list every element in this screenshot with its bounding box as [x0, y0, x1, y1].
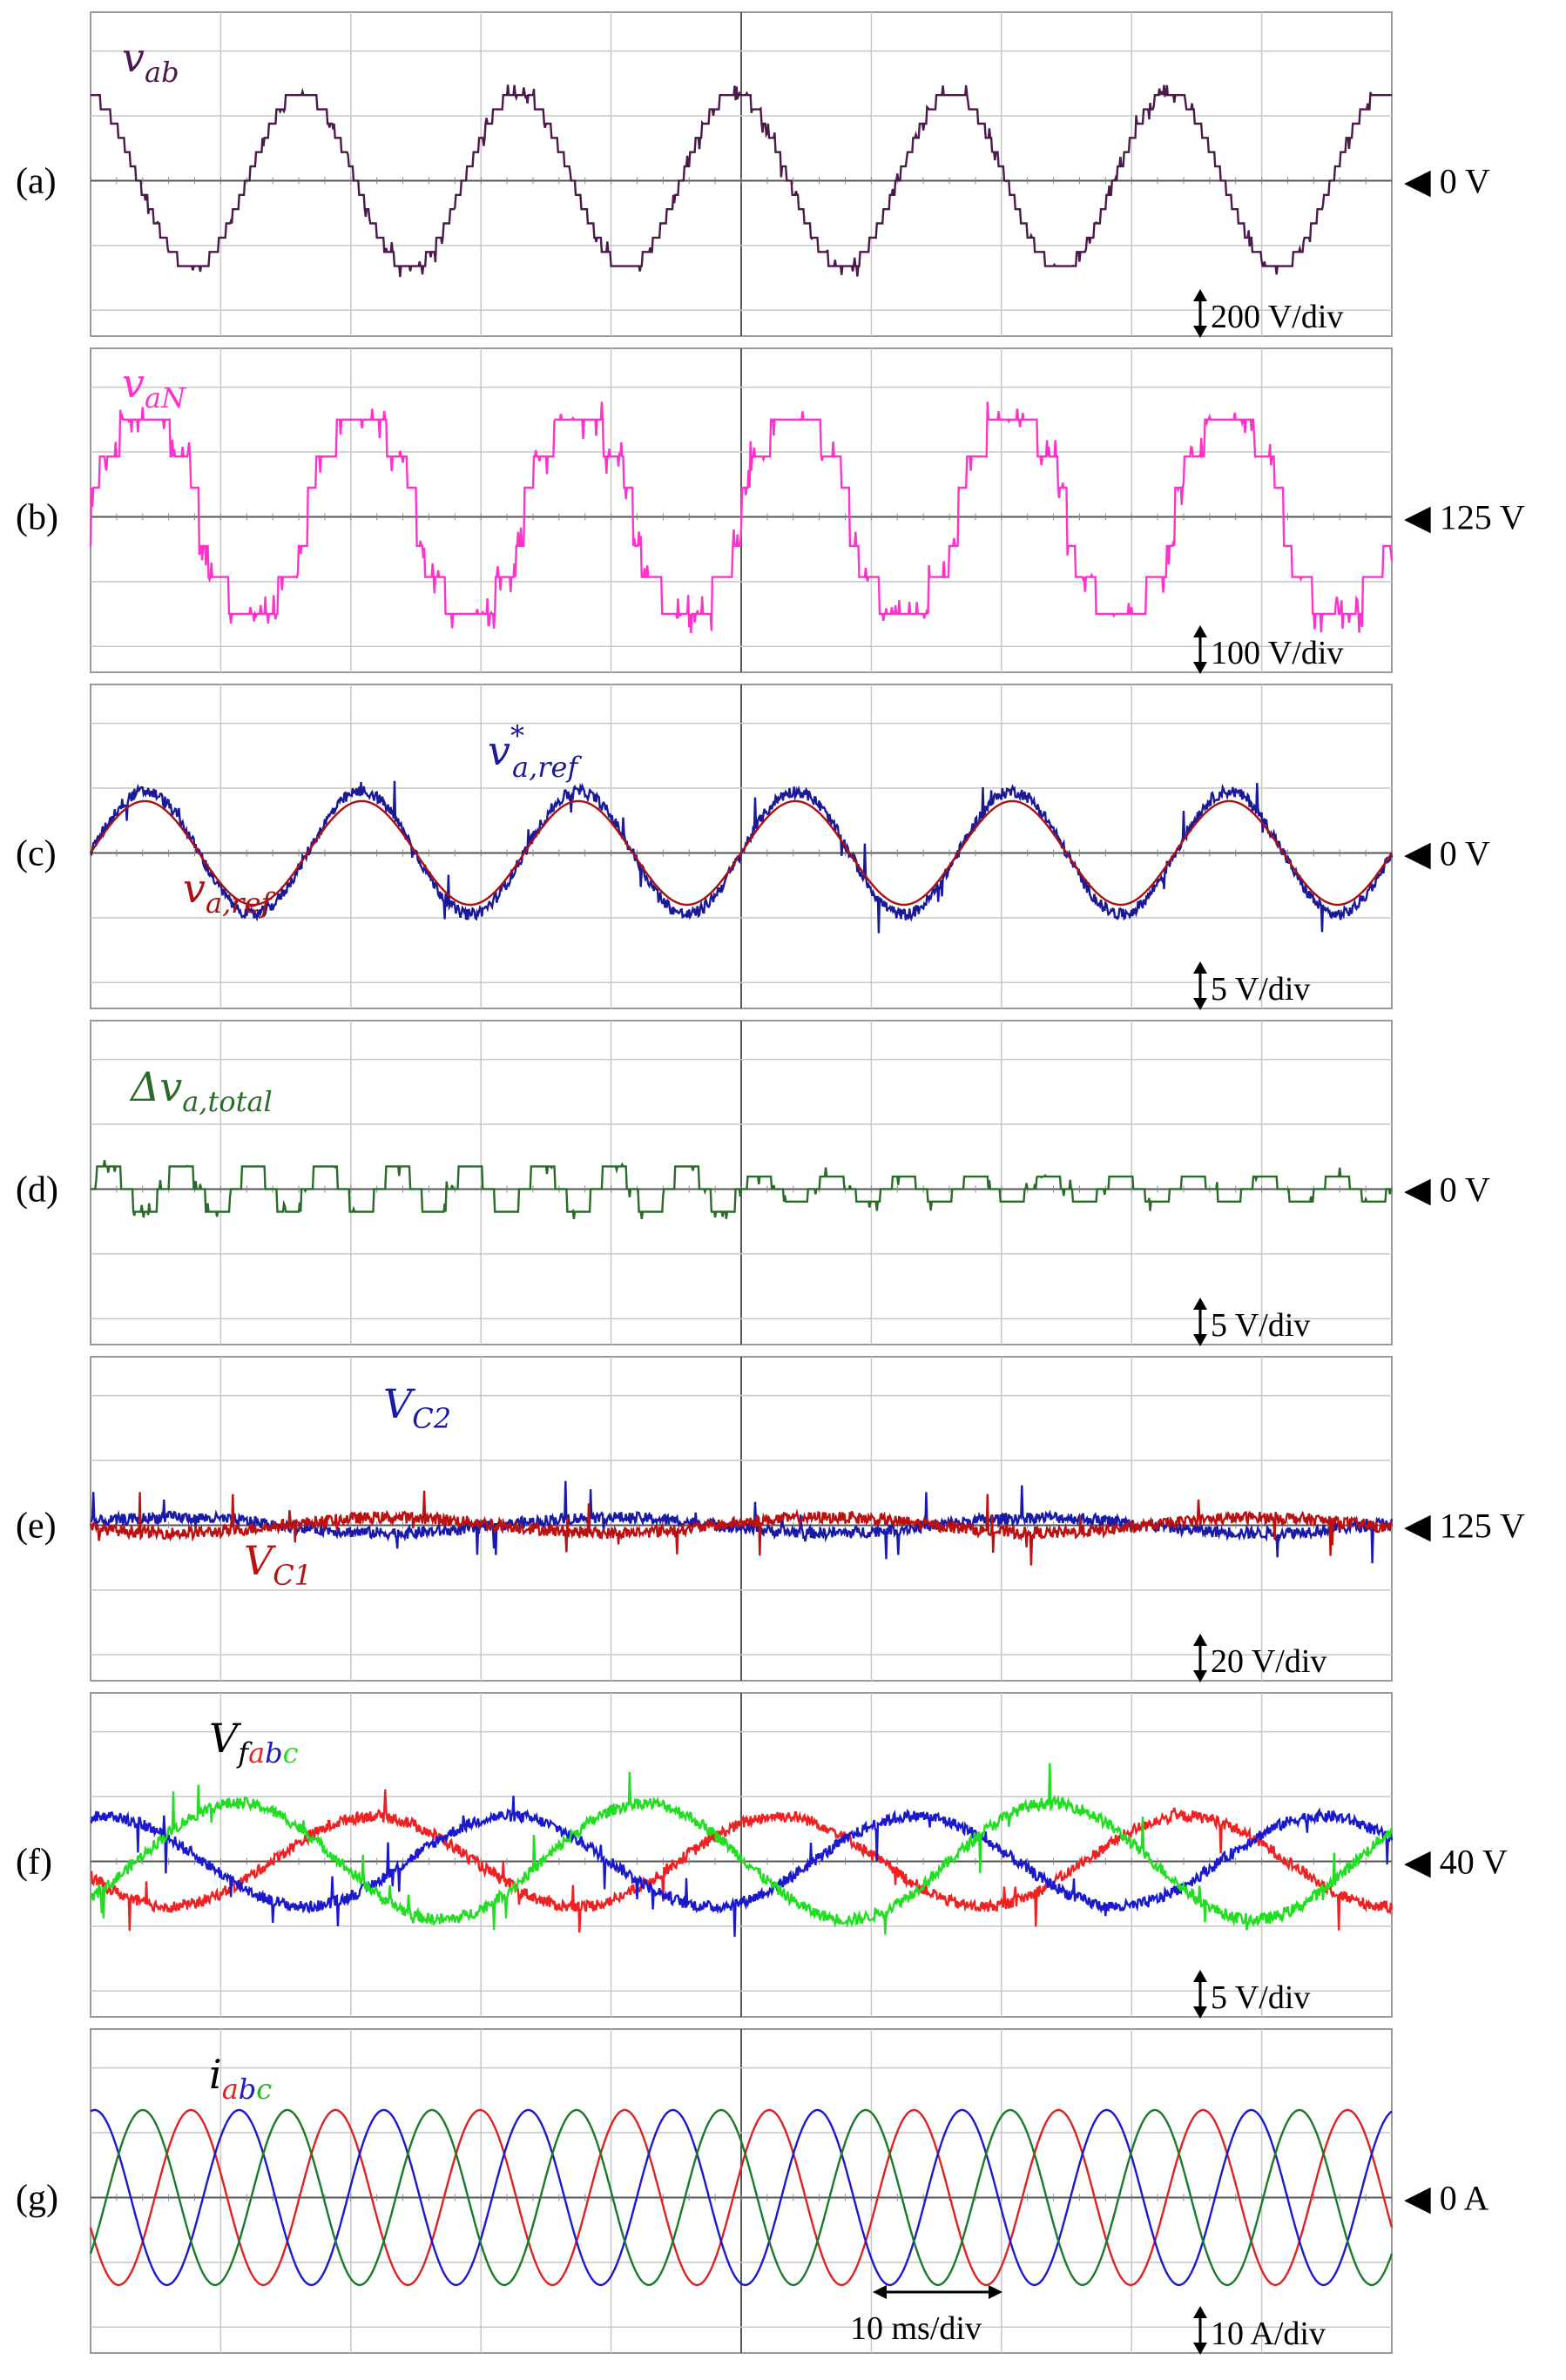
time-arrowhead-icon	[873, 2285, 1002, 2299]
scale-label: 10 A/div	[1211, 2316, 1326, 2352]
series-label-0: v* a,ref	[488, 719, 582, 784]
scale-label: 100 V/div	[1211, 635, 1343, 671]
scale-label: 20 V/div	[1211, 1643, 1326, 1680]
series-label-0: VC2	[383, 1380, 451, 1435]
scale-label: 5 V/div	[1211, 1307, 1310, 1344]
trace--v-a-total	[91, 1160, 1393, 1220]
scale-arrowhead-icon	[1193, 1298, 1207, 1346]
trace-V-fc	[89, 1763, 1393, 1935]
series-label-1: VC1	[244, 1537, 312, 1592]
series-label-0: vaN	[122, 360, 186, 415]
panel-a: (a) ◀ 0 V 200 V/div vab	[16, 11, 1490, 338]
trace-V-C1	[89, 1490, 1394, 1566]
panel-f: (f) ◀ 40 V 5 V/div Vfabc	[16, 1692, 1508, 2019]
series-label-0: Δva,total	[129, 1063, 273, 1118]
series-label-group: iabc	[209, 2051, 272, 2106]
offset-label: ◀ 0 A	[1404, 2178, 1489, 2217]
series-label-0: vab	[122, 34, 179, 89]
series-label-group: Vfabc	[209, 1715, 299, 1770]
trace-V-fa	[90, 1789, 1394, 1933]
scale-arrowhead-icon	[1193, 961, 1207, 1010]
scale-arrowhead-icon	[1193, 1970, 1207, 2019]
panel-label: (c)	[16, 833, 57, 873]
trace-v-ab	[91, 84, 1392, 278]
panel-label: (d)	[16, 1170, 58, 1210]
time-label: 10 ms/div	[850, 2310, 982, 2347]
grid	[90, 1693, 1393, 2017]
offset-label: ◀ 0 V	[1404, 161, 1490, 200]
scale-label: 5 V/div	[1211, 971, 1310, 1008]
panel-d: (d) ◀ 0 V 5 V/div Δva,total	[16, 1020, 1490, 1346]
grid	[90, 12, 1393, 336]
series-label-1: va,ref	[183, 865, 275, 920]
offset-label: ◀ 125 V	[1404, 1506, 1525, 1545]
scale-arrowhead-icon	[1193, 289, 1207, 338]
scale-arrowhead-icon	[1193, 2306, 1207, 2355]
trace-i-b	[90, 2108, 1393, 2287]
scale-arrowhead-icon	[1193, 1634, 1207, 1682]
panel-g: (g) ◀ 0 A 10 A/div 10 ms/div iabc	[16, 2028, 1489, 2355]
panel-b: (b) ◀ 125 V 100 V/div vaN	[16, 347, 1525, 674]
panel-label: (g)	[16, 2178, 58, 2218]
panel-c: (c) ◀ 0 V 5 V/div v* a,ref va,ref	[16, 684, 1490, 1010]
scale-label: 200 V/div	[1211, 299, 1343, 335]
offset-label: ◀ 40 V	[1404, 1842, 1508, 1881]
panel-label: (e)	[16, 1506, 57, 1546]
offset-label: ◀ 0 V	[1404, 833, 1490, 873]
trace-v-a-ref	[90, 799, 1393, 907]
panel-label: (f)	[16, 1842, 52, 1882]
offset-label: ◀ 0 V	[1404, 1170, 1490, 1209]
trace-V-fb	[90, 1796, 1394, 1938]
scale-label: 5 V/div	[1211, 1979, 1310, 2016]
trace-i-c	[89, 2108, 1394, 2287]
panel-label: (a)	[16, 161, 57, 201]
trace-i-a	[89, 2108, 1394, 2287]
grid	[90, 2029, 1393, 2353]
offset-label: ◀ 125 V	[1404, 497, 1525, 536]
panel-e: (e) ◀ 125 V 20 V/div VC2 VC1	[16, 1356, 1525, 1682]
panel-label: (b)	[16, 497, 58, 537]
trace-v-aN	[89, 401, 1394, 633]
scale-arrowhead-icon	[1193, 625, 1207, 674]
